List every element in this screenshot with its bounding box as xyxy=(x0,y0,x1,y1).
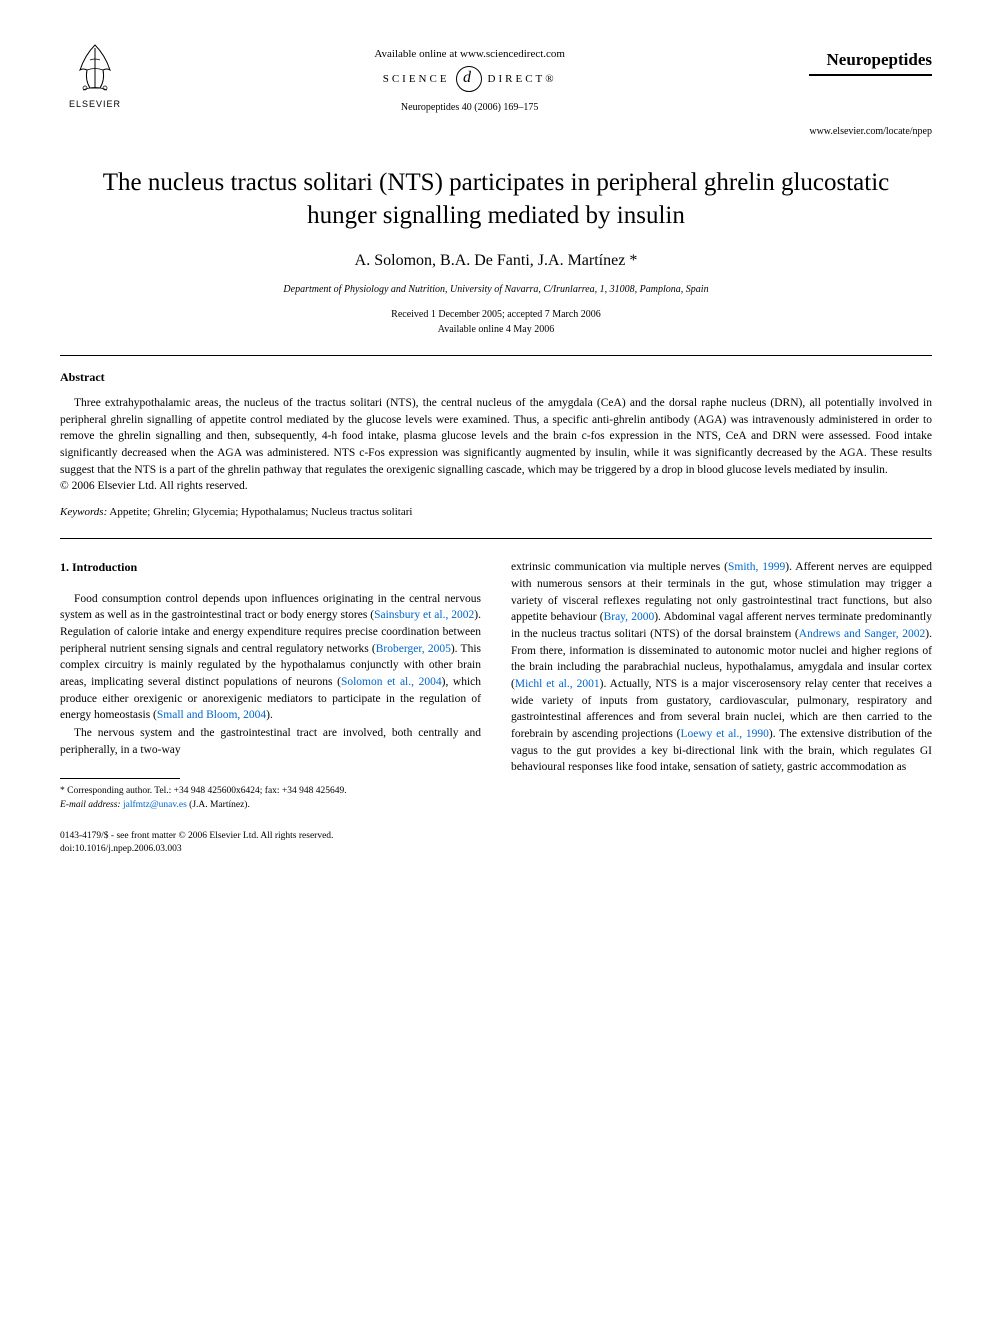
sd-right: DIRECT® xyxy=(488,73,557,85)
email-line: E-mail address: jalfmtz@unav.es (J.A. Ma… xyxy=(60,799,481,812)
article-title: The nucleus tractus solitari (NTS) parti… xyxy=(100,167,892,232)
available-online-date: Available online 4 May 2006 xyxy=(60,324,932,335)
intro-p1: Food consumption control depends upon in… xyxy=(60,591,481,724)
affiliation: Department of Physiology and Nutrition, … xyxy=(60,284,932,295)
citation-line: Neuropeptides 40 (2006) 169–175 xyxy=(130,102,809,113)
journal-url: www.elsevier.com/locate/npep xyxy=(809,126,932,137)
science-direct-logo: SCIENCE d DIRECT® xyxy=(130,66,809,92)
keywords-text: Appetite; Ghrelin; Glycemia; Hypothalamu… xyxy=(107,506,412,518)
ref-small-bloom[interactable]: Small and Bloom, 2004 xyxy=(157,709,266,721)
abstract-copyright: © 2006 Elsevier Ltd. All rights reserved… xyxy=(60,480,932,492)
received-date: Received 1 December 2005; accepted 7 Mar… xyxy=(60,309,932,320)
email-link[interactable]: jalfmtz@unav.es xyxy=(123,800,187,810)
header-center: Available online at www.sciencedirect.co… xyxy=(130,40,809,113)
journal-title: Neuropeptides xyxy=(809,50,932,70)
journal-box: Neuropeptides www.elsevier.com/locate/np… xyxy=(809,40,932,137)
abstract-bottom-rule xyxy=(60,538,932,539)
sd-left: SCIENCE xyxy=(383,73,450,85)
footer-block: 0143-4179/$ - see front matter © 2006 El… xyxy=(60,830,481,857)
publisher-logo: ELSEVIER xyxy=(60,40,130,120)
col2-p1: extrinsic communication via multiple ner… xyxy=(511,559,932,776)
ref-sainsbury[interactable]: Sainsbury et al., 2002 xyxy=(374,609,474,621)
right-column: extrinsic communication via multiple ner… xyxy=(511,559,932,856)
email-label: E-mail address: xyxy=(60,800,121,810)
publisher-name: ELSEVIER xyxy=(69,99,121,109)
left-column: 1. Introduction Food consumption control… xyxy=(60,559,481,856)
body-columns: 1. Introduction Food consumption control… xyxy=(60,559,932,856)
keywords-label: Keywords: xyxy=(60,506,107,518)
ref-andrews-sanger[interactable]: Andrews and Sanger, 2002 xyxy=(799,628,926,640)
corresponding-author-note: * Corresponding author. Tel.: +34 948 42… xyxy=(60,785,481,812)
email-name: (J.A. Martínez). xyxy=(187,800,250,810)
intro-p2: The nervous system and the gastrointesti… xyxy=(60,725,481,758)
page-header: ELSEVIER Available online at www.science… xyxy=(60,40,932,137)
corr-author-line: * Corresponding author. Tel.: +34 948 42… xyxy=(60,785,481,798)
abstract-heading: Abstract xyxy=(60,370,932,385)
doi-line: doi:10.1016/j.npep.2006.03.003 xyxy=(60,843,481,856)
journal-rule-bottom xyxy=(809,75,932,76)
ref-bray[interactable]: Bray, 2000 xyxy=(604,611,655,623)
ref-solomon[interactable]: Solomon et al., 2004 xyxy=(341,676,442,688)
front-matter-line: 0143-4179/$ - see front matter © 2006 El… xyxy=(60,830,481,843)
keywords-line: Keywords: Appetite; Ghrelin; Glycemia; H… xyxy=(60,506,932,518)
sd-swirl-icon: d xyxy=(456,66,482,92)
ref-broberger[interactable]: Broberger, 2005 xyxy=(376,643,451,655)
abstract-top-rule xyxy=(60,355,932,356)
ref-michl[interactable]: Michl et al., 2001 xyxy=(515,678,600,690)
elsevier-tree-icon xyxy=(65,40,125,95)
authors: A. Solomon, B.A. De Fanti, J.A. Martínez… xyxy=(60,252,932,270)
ref-loewy[interactable]: Loewy et al., 1990 xyxy=(680,728,768,740)
abstract-text: Three extrahypothalamic areas, the nucle… xyxy=(60,395,932,478)
available-online-text: Available online at www.sciencedirect.co… xyxy=(130,48,809,60)
ref-smith[interactable]: Smith, 1999 xyxy=(728,561,785,573)
intro-heading: 1. Introduction xyxy=(60,559,481,576)
footnote-separator xyxy=(60,778,180,779)
